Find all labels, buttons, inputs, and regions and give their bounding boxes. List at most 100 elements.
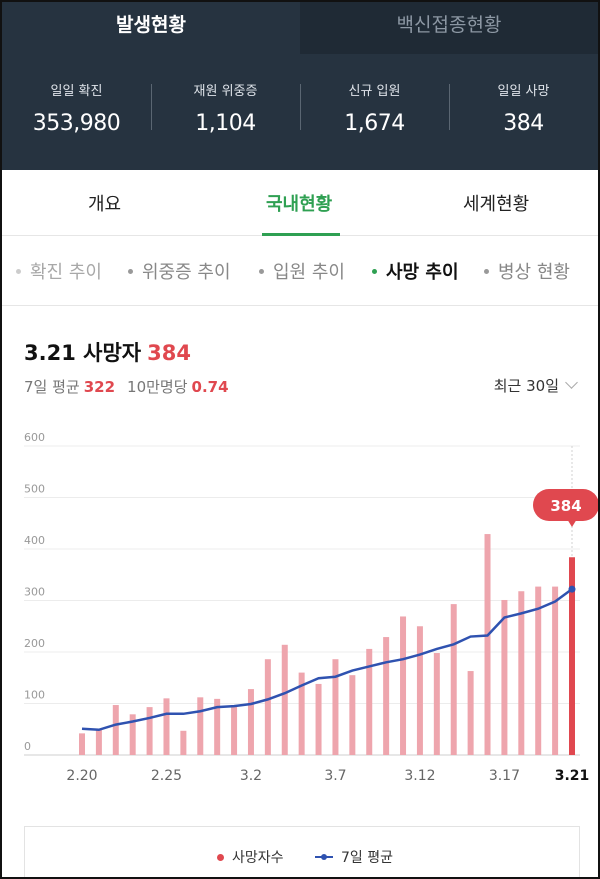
summary-date-label: 3.21 사망자: [24, 341, 142, 365]
bullet-dot: [484, 268, 489, 274]
top-tab-bar: 발생현황 백신접종현황: [2, 2, 598, 54]
bar: [146, 707, 153, 755]
bar: [264, 659, 271, 755]
bar: [79, 733, 85, 755]
stats-row: 일일 확진 353,980 재원 위중증 1,104 신규 입원 1,674 일…: [2, 80, 598, 140]
bar: [501, 599, 508, 755]
legend-label: 7일 평균: [341, 850, 393, 866]
subtab-admission-trend[interactable]: 입원 추이: [259, 258, 345, 284]
bar: [349, 675, 356, 755]
subtab-death-trend[interactable]: 사망 추이: [372, 258, 459, 284]
bar: [383, 637, 390, 755]
bar: [552, 586, 559, 755]
bar: [315, 683, 322, 755]
bar: [112, 705, 119, 755]
legend-label: 사망자수: [232, 850, 284, 866]
y-tick-label: 100: [24, 689, 45, 702]
bar: [231, 705, 238, 755]
stat-value: 1,674: [344, 111, 405, 136]
subtab-label: 위중증 추이: [142, 262, 231, 283]
y-tick-label: 300: [24, 586, 45, 599]
period-select[interactable]: 최근 30일: [493, 375, 578, 396]
subtab-critical-trend[interactable]: 위중증 추이: [128, 258, 231, 284]
bar: [433, 653, 440, 755]
avg-point: [568, 585, 576, 593]
subtab-label: 입원 추이: [273, 262, 345, 283]
stat-label: 일일 사망: [497, 84, 550, 99]
tab-outbreak-status[interactable]: 발생현황: [2, 2, 300, 54]
bar: [535, 586, 542, 755]
subtab-label: 병상 현황: [498, 262, 570, 283]
stat-divider: [151, 84, 152, 130]
bar: [247, 689, 254, 755]
x-tick-label: 2.20: [66, 768, 97, 784]
x-tick-label: 2.25: [151, 768, 182, 784]
stat-divider: [449, 84, 450, 130]
bar: [95, 729, 102, 755]
bar: [450, 604, 457, 755]
tab-overview[interactable]: 개요: [88, 194, 122, 215]
stat-label: 재원 위중증: [193, 84, 258, 99]
stat-critical: 재원 위중증 1,104: [151, 80, 300, 136]
subtab-bed-status[interactable]: 병상 현황: [484, 258, 570, 284]
stat-label: 일일 확진: [50, 84, 103, 99]
bar: [400, 616, 407, 755]
stat-value: 1,104: [195, 111, 256, 136]
legend-item-deaths: 사망자수: [217, 847, 284, 867]
bullet-dot: [259, 268, 264, 274]
summary-deaths-value: 384: [147, 341, 191, 365]
x-tick-label: 3.21: [555, 768, 590, 784]
bar: [416, 626, 423, 755]
bar: [180, 730, 187, 755]
tab-domestic[interactable]: 국내현황: [266, 194, 333, 215]
bar: [467, 671, 474, 755]
per100k-label: 10만명당: [127, 378, 188, 396]
death-trend-chart: 0 100 200 300 400 500 600 2.20 2.25 3.2 3.7 3.12 3.1…: [24, 431, 598, 784]
x-tick-label: 3.7: [324, 768, 346, 784]
bar: [332, 659, 339, 755]
x-tick-label: 3.17: [489, 768, 520, 784]
y-tick-label: 500: [24, 483, 45, 496]
legend-dot-icon: [217, 853, 224, 861]
tab-world[interactable]: 세계현황: [463, 194, 530, 215]
main-tab-bar: 개요 국내현황 세계현황: [2, 170, 598, 236]
bar: [129, 714, 136, 755]
bullet-dot: [372, 268, 377, 274]
bubble-value: 384: [550, 497, 581, 515]
value-bubble: [533, 489, 598, 521]
chart-legend: 사망자수 7일 평균: [24, 826, 580, 877]
bar: [281, 644, 288, 755]
x-tick-label: 3.12: [404, 768, 435, 784]
y-tick-label: 600: [24, 431, 45, 444]
stat-value: 384: [503, 111, 544, 136]
legend-line-icon: [315, 854, 333, 860]
avg-line: [81, 588, 573, 732]
bar: [518, 591, 525, 755]
bubble-pointer: [567, 519, 577, 527]
tab-vaccination-status[interactable]: 백신접종현황: [300, 2, 598, 54]
avg-value: 322: [83, 378, 116, 396]
subtab-confirmed-trend[interactable]: 확진 추이: [16, 258, 102, 284]
legend-item-7day-avg: 7일 평균: [315, 847, 393, 867]
bar: [366, 648, 373, 755]
deaths-summary-title: 3.21 사망자 384: [24, 337, 191, 367]
subtab-label: 확진 추이: [30, 262, 102, 283]
y-tick-label: 400: [24, 534, 45, 547]
bar: [163, 698, 170, 755]
bullet-dot: [16, 268, 21, 274]
bar: [484, 534, 491, 755]
stat-value: 353,980: [32, 111, 121, 136]
stat-daily-deaths: 일일 사망 384: [449, 80, 598, 136]
y-tick-label: 0: [24, 740, 31, 753]
y-tick-label: 200: [24, 637, 45, 650]
bar: [569, 557, 575, 755]
stat-new-admissions: 신규 입원 1,674: [300, 80, 449, 136]
active-tab-indicator: [262, 233, 340, 236]
period-label: 최근 30일: [493, 377, 559, 395]
deaths-summary-sub: 7일 평균 322 10만명당 0.74: [24, 376, 229, 397]
status-header: 발생현황 백신접종현황 일일 확진 353,980 재원 위중증 1,104 신…: [2, 2, 598, 170]
stat-divider: [300, 84, 301, 130]
stat-daily-confirmed: 일일 확진 353,980: [2, 80, 151, 136]
bullet-dot: [128, 268, 133, 274]
